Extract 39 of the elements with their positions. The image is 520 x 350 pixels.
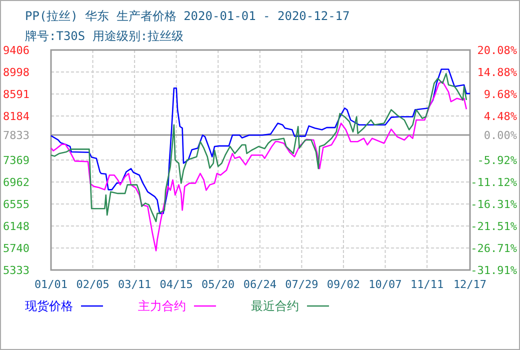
y2-tick-label: 9.68% xyxy=(484,88,518,102)
y-tick-label: 7369 xyxy=(3,154,30,168)
y2-tick-label: 20.08% xyxy=(477,44,518,57)
x-tick-label: 02/05 xyxy=(76,278,110,291)
y2-tick-label: 14.88% xyxy=(477,66,518,80)
y-tick-label: 6148 xyxy=(3,220,30,233)
x-tick-label: 01/01 xyxy=(34,278,68,291)
x-tick-label: 06/24 xyxy=(243,278,277,291)
legend-label: 最近合约 xyxy=(251,299,299,313)
chart-subtitle: 牌号:T30S 用途级别:拉丝级 xyxy=(25,29,184,43)
chart-title: PP(拉丝) 华东 生产者价格 2020-01-01 - 2020-12-17 xyxy=(25,9,350,23)
y-tick-label: 8184 xyxy=(3,110,30,124)
y-tick-label: 9406 xyxy=(3,44,30,57)
y2-tick-label: -21.51% xyxy=(470,220,518,233)
y2-tick-label: 4.48% xyxy=(484,110,518,124)
x-tick-label: 09/02 xyxy=(326,278,360,291)
y-tick-label: 5333 xyxy=(3,264,30,277)
y2-tick-label: -31.91% xyxy=(470,264,518,277)
y2-tick-label: -5.92% xyxy=(477,154,518,168)
y2-tick-label: 0.00% xyxy=(484,128,518,142)
legend-label: 现货价格 xyxy=(25,299,73,313)
legend-label: 主力合约 xyxy=(138,299,186,313)
x-tick-label: 11/11 xyxy=(410,278,444,291)
y2-tick-label: -16.31% xyxy=(470,198,518,211)
x-tick-label: 05/20 xyxy=(202,278,235,291)
x-tick-label: 12/17 xyxy=(453,278,487,291)
x-tick-label: 04/15 xyxy=(160,278,193,291)
y-tick-label: 8998 xyxy=(3,66,30,80)
y-tick-label: 5740 xyxy=(3,242,30,256)
y-tick-label: 7833 xyxy=(3,128,30,142)
y2-tick-label: -26.71% xyxy=(470,242,518,255)
x-tick-label: 03/11 xyxy=(118,278,152,291)
y-tick-label: 6962 xyxy=(3,176,30,190)
y-tick-label: 8591 xyxy=(3,88,30,102)
x-tick-label: 10/07 xyxy=(368,278,402,291)
y-tick-label: 6555 xyxy=(3,198,30,211)
x-tick-label: 07/29 xyxy=(285,278,318,291)
y2-tick-label: -11.12% xyxy=(470,176,518,190)
line-series xyxy=(50,81,468,252)
